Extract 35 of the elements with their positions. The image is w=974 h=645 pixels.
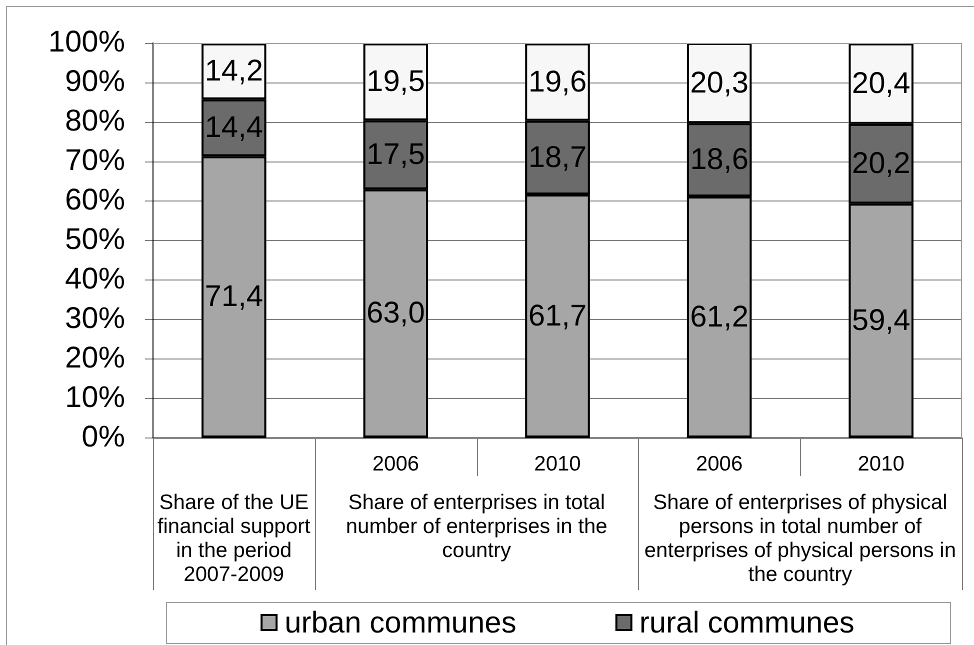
y-tick-label: 100%	[48, 26, 125, 59]
data-label: 63,0	[366, 296, 425, 330]
y-tick-label: 70%	[64, 144, 125, 178]
data-label: 20,3	[690, 66, 748, 100]
text: Share of the UE financial support in the period 2007-2009	[157, 490, 311, 586]
legend-label: urban communes	[284, 606, 516, 640]
data-label: 59,4	[852, 304, 910, 337]
y-tick-label: 40%	[64, 262, 125, 296]
data-label: 20,2	[852, 147, 910, 180]
y-tick-label: 50%	[64, 222, 125, 256]
text: Share of enterprises in total number of enterprises in the country	[346, 490, 608, 562]
y-tick-label: 90%	[64, 65, 125, 98]
x-tick-label: 2010	[534, 452, 581, 476]
data-label: 18,7	[528, 140, 587, 174]
y-tick-label: 60%	[64, 184, 125, 216]
x-tick-label: 2006	[696, 452, 743, 476]
y-tick-label: 10%	[64, 380, 125, 414]
data-label: 14,4	[204, 111, 264, 144]
data-label: 18,6	[690, 143, 748, 176]
data-label: 20,4	[852, 66, 910, 100]
data-label: 71,4	[204, 280, 264, 314]
data-label: 19,6	[528, 65, 587, 98]
y-tick-label: 0%	[82, 420, 125, 454]
data-label: 14,2	[204, 54, 264, 88]
x-tick-label: 2006	[372, 452, 420, 476]
data-label: 17,5	[366, 138, 425, 172]
y-tick-label: 20%	[64, 341, 125, 374]
data-label: 61,2	[690, 300, 748, 334]
data-label: 61,7	[528, 299, 587, 332]
y-tick-label: 30%	[64, 302, 125, 335]
x-tick-label: 2010	[858, 452, 904, 476]
y-tick-label: 80%	[64, 104, 125, 138]
text: Share of enterprises of physical persons in total number of enterprises of physical persons in the country	[644, 490, 956, 586]
legend-label: rural communes	[639, 606, 854, 640]
data-label: 19,5	[366, 65, 425, 98]
